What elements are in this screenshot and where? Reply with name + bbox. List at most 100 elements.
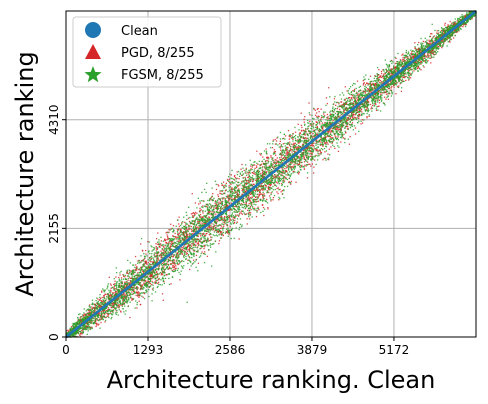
data-point: [188, 228, 190, 231]
data-point: [185, 228, 188, 230]
data-point: [227, 194, 229, 196]
data-point: [137, 293, 139, 295]
data-point: [124, 281, 126, 283]
data-point: [259, 179, 261, 181]
data-point: [376, 98, 378, 100]
data-point: [446, 26, 448, 28]
data-point: [403, 54, 405, 57]
data-point: [178, 260, 180, 263]
data-point: [153, 262, 155, 264]
data-point: [379, 76, 381, 78]
data-point: [248, 198, 251, 200]
data-point: [289, 166, 292, 169]
data-point: [249, 159, 251, 161]
data-point: [191, 243, 193, 245]
data-point: [381, 97, 383, 99]
data-point: [351, 95, 354, 97]
data-point: [414, 47, 416, 49]
data-point: [94, 307, 96, 309]
data-point: [238, 210, 240, 212]
data-point: [272, 164, 274, 166]
data-point: [406, 73, 408, 75]
data-point: [169, 250, 171, 253]
data-point: [241, 174, 243, 177]
data-point: [101, 290, 103, 292]
data-point: [179, 253, 181, 256]
data-point: [286, 174, 289, 176]
data-point: [199, 207, 201, 210]
data-point: [185, 233, 188, 235]
data-point: [160, 258, 162, 260]
data-point: [143, 258, 145, 261]
data-point: [110, 291, 112, 293]
data-point: [214, 200, 217, 202]
data-point: [400, 82, 402, 84]
data-point: [379, 81, 381, 84]
data-point: [322, 115, 324, 118]
data-point: [112, 302, 114, 305]
data-point: [242, 188, 244, 191]
data-point: [210, 214, 212, 216]
data-point: [375, 80, 377, 82]
data-point: [81, 329, 83, 332]
data-point: [147, 280, 149, 283]
data-point: [298, 139, 301, 142]
data-point: [368, 90, 370, 92]
data-point: [205, 239, 207, 242]
data-point: [227, 230, 229, 233]
data-point: [268, 186, 270, 189]
data-point: [286, 152, 288, 155]
data-point: [89, 313, 91, 316]
data-point: [235, 178, 237, 180]
data-point: [408, 76, 411, 78]
data-point: [339, 112, 342, 114]
data-point: [356, 94, 359, 96]
data-point: [388, 85, 390, 87]
data-point: [199, 200, 201, 202]
data-point: [155, 280, 157, 282]
data-point: [80, 332, 82, 334]
data-point: [219, 192, 221, 194]
data-point: [294, 151, 296, 153]
data-point: [179, 239, 181, 241]
data-point: [178, 263, 180, 265]
data-point: [324, 137, 327, 139]
data-point: [262, 206, 265, 209]
data-point: [150, 274, 152, 277]
data-point: [422, 40, 424, 43]
data-point: [224, 205, 226, 207]
data-point: [269, 171, 271, 173]
data-point: [286, 150, 288, 152]
data-point: [315, 154, 317, 157]
data-point: [238, 178, 240, 180]
data-point: [377, 76, 379, 79]
data-point: [138, 292, 141, 294]
data-point: [436, 44, 438, 46]
data-point: [315, 121, 317, 123]
data-point: [77, 320, 79, 323]
data-point: [235, 205, 237, 207]
data-point: [298, 157, 300, 159]
data-point: [365, 109, 368, 111]
data-point: [284, 185, 286, 188]
data-point: [202, 233, 204, 236]
data-point: [185, 253, 188, 255]
data-point: [175, 245, 177, 247]
data-point: [119, 274, 121, 276]
data-point: [79, 319, 81, 321]
data-point: [117, 298, 119, 300]
data-point: [173, 267, 176, 269]
data-point: [356, 117, 358, 119]
data-point: [345, 107, 347, 109]
data-point: [320, 108, 322, 110]
data-point: [276, 191, 278, 193]
data-point: [274, 154, 277, 156]
data-point: [236, 206, 239, 208]
data-point: [280, 173, 282, 175]
data-point: [262, 175, 264, 177]
data-point: [339, 131, 341, 134]
data-point: [314, 109, 316, 111]
data-point: [263, 214, 265, 217]
data-point: [158, 241, 160, 243]
data-point: [313, 108, 315, 110]
